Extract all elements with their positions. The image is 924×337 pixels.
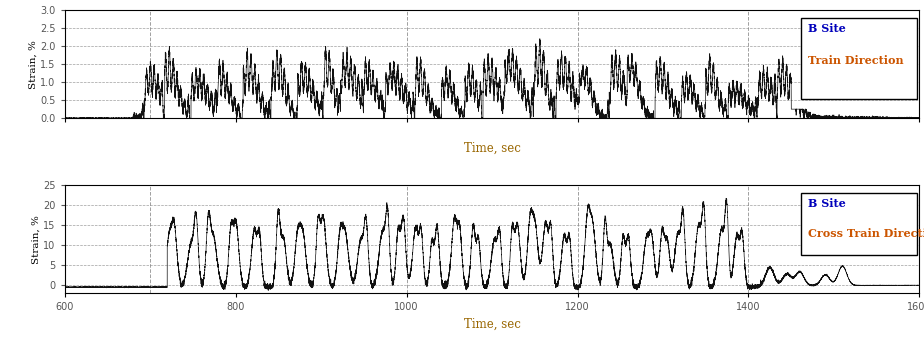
- Text: Train Direction: Train Direction: [808, 56, 904, 66]
- Text: B Site: B Site: [808, 198, 846, 209]
- Text: Cross Train Direction: Cross Train Direction: [808, 228, 924, 239]
- Bar: [801, 18, 917, 99]
- Bar: [801, 193, 917, 255]
- X-axis label: Time, sec: Time, sec: [464, 318, 520, 331]
- Text: Time, sec: Time, sec: [464, 142, 520, 155]
- Text: B Site: B Site: [808, 23, 846, 34]
- Y-axis label: Strain, %: Strain, %: [31, 215, 41, 264]
- Y-axis label: Strain, %: Strain, %: [29, 40, 37, 89]
